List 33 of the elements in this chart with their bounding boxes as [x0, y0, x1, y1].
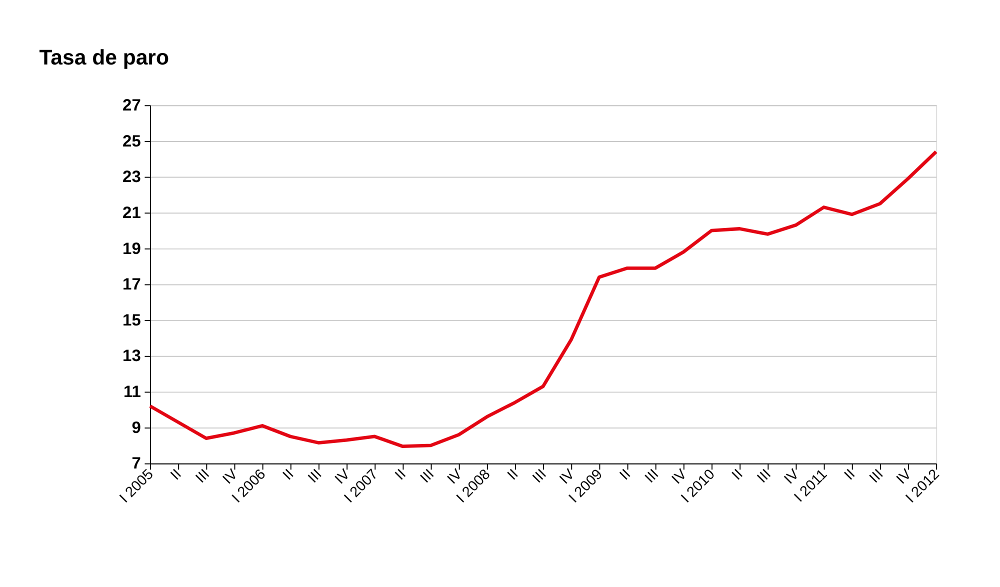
x-tick-label: III	[305, 466, 326, 486]
x-tick-label: IV	[894, 466, 915, 488]
y-tick-label: 7	[132, 454, 141, 473]
y-tick-label: 9	[132, 418, 141, 437]
x-tick-label: III	[530, 466, 550, 486]
chart-title: Tasa de paro	[39, 46, 169, 70]
x-tick-label: IV	[556, 466, 578, 488]
x-tick-label: III	[642, 466, 662, 486]
y-tick-label: 21	[122, 204, 141, 222]
x-tick-label: II	[617, 466, 634, 484]
x-tick-label: II	[280, 466, 298, 484]
y-tick-label: 27	[122, 96, 141, 114]
x-tick-label: IV	[220, 466, 242, 488]
y-tick-label: 15	[122, 311, 141, 330]
x-tick-label: IV	[332, 466, 354, 488]
y-tick-label: 25	[122, 132, 141, 150]
x-tick-label: II	[504, 466, 522, 484]
line-series	[148, 150, 938, 448]
x-tick-label: III	[418, 466, 438, 486]
x-tick-label: II	[729, 466, 746, 484]
y-tick-label: 17	[122, 276, 141, 294]
x-tick-label: III	[193, 466, 213, 486]
x-tick-label: IV	[444, 466, 466, 488]
x-tick-label: II	[168, 466, 185, 484]
x-tick-label: II	[842, 466, 859, 484]
x-tick-label: III	[754, 466, 774, 486]
x-tick-label: III	[866, 466, 887, 486]
y-tick-label: 19	[122, 240, 141, 258]
x-tick-label: IV	[669, 466, 690, 488]
y-tick-label: 13	[122, 347, 141, 366]
y-tick-label: 11	[123, 383, 141, 402]
x-tick-label: II	[392, 466, 410, 484]
y-tick-label: 23	[122, 168, 141, 186]
